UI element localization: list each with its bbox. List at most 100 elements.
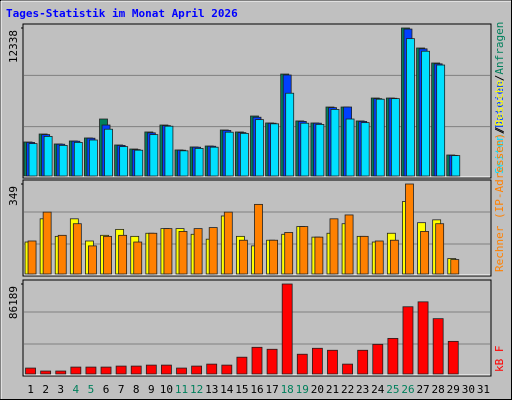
bar — [115, 365, 127, 375]
y-tick-label: 12338 — [7, 30, 20, 63]
bar — [315, 124, 325, 177]
bar — [372, 343, 384, 375]
x-tick-label: 18 — [281, 383, 294, 396]
bar — [270, 123, 279, 177]
bar — [89, 139, 98, 177]
bar — [145, 364, 157, 375]
bar — [451, 155, 461, 177]
x-tick-label: 31 — [477, 383, 490, 396]
x-tick-label: 7 — [118, 383, 125, 396]
legend-separator: / — [493, 126, 506, 133]
bar — [344, 214, 354, 275]
bar — [118, 234, 128, 275]
bar — [420, 231, 429, 275]
bar — [193, 228, 203, 275]
x-tick-label: 10 — [160, 383, 173, 396]
x-tick-label: 27 — [416, 383, 429, 396]
x-tick-label: 24 — [371, 383, 385, 396]
bar — [148, 232, 158, 275]
bar — [178, 231, 188, 275]
x-tick-label: 11 — [175, 383, 188, 396]
bar — [224, 131, 234, 177]
x-tick-label: 6 — [103, 383, 110, 396]
bar — [330, 109, 340, 177]
bar — [402, 306, 414, 375]
bar — [133, 241, 143, 275]
bar — [421, 50, 430, 177]
bar — [406, 38, 415, 177]
bar — [314, 236, 324, 275]
bar — [447, 340, 459, 375]
bar — [345, 118, 355, 177]
bar — [255, 119, 264, 177]
bar — [100, 366, 112, 375]
legend-entry: Seiten — [493, 134, 506, 174]
bar — [432, 318, 444, 375]
bar — [405, 183, 414, 275]
bar — [240, 133, 249, 177]
x-tick-label: 13 — [205, 383, 218, 396]
bar — [311, 347, 323, 375]
legend: kB F — [493, 346, 506, 373]
bar — [164, 125, 174, 177]
x-tick-label: 14 — [220, 383, 234, 396]
bar — [191, 365, 203, 375]
bar — [73, 142, 83, 177]
bar — [389, 239, 399, 275]
legend-entry: Anfragen — [493, 22, 506, 75]
x-tick-label: 4 — [73, 383, 80, 396]
x-tick-label: 30 — [462, 383, 475, 396]
bar — [374, 240, 384, 275]
bar — [435, 223, 445, 275]
bar — [43, 136, 53, 177]
bar — [25, 367, 36, 375]
bar — [359, 235, 369, 275]
bar — [285, 92, 295, 177]
bar — [357, 349, 369, 375]
bar — [88, 245, 97, 275]
bar — [387, 337, 399, 375]
bar — [221, 364, 233, 375]
x-tick-label: 16 — [250, 383, 263, 396]
bar — [55, 370, 67, 375]
bar — [130, 365, 142, 375]
x-tick-label: 2 — [42, 383, 49, 396]
bar — [342, 363, 353, 375]
bar — [42, 211, 52, 275]
bar — [450, 259, 460, 275]
y-tick-label: 349 — [7, 186, 20, 206]
chart-title: Tages-Statistik im Monat April 2026 — [6, 7, 238, 20]
x-tick-label: 19 — [296, 383, 309, 396]
x-tick-label: 26 — [401, 383, 414, 396]
bar — [176, 367, 187, 375]
legend: Seiten/Dateien/Anfragen — [493, 22, 506, 174]
bar — [239, 239, 248, 275]
bar — [119, 146, 129, 177]
x-tick-label: 20 — [311, 383, 324, 396]
bar — [281, 283, 293, 375]
bar — [57, 234, 67, 275]
bar — [254, 203, 263, 275]
bar — [40, 370, 52, 375]
legend-entry: kB F — [493, 346, 506, 373]
bar — [149, 134, 159, 177]
x-tick-label: 5 — [88, 383, 95, 396]
bar — [284, 232, 294, 275]
bar — [58, 145, 68, 177]
bar — [390, 98, 400, 177]
bar — [251, 346, 263, 375]
x-tick-label: 9 — [148, 383, 155, 396]
x-tick-label: 21 — [326, 383, 339, 396]
bar — [329, 218, 339, 275]
legend-entry: Dateien — [493, 81, 506, 127]
bar — [269, 239, 278, 275]
legend-entry: Rechner (IP-Adressen) — [493, 133, 506, 272]
bar — [436, 64, 446, 177]
bar — [163, 228, 173, 275]
legend-entry: Besuche — [493, 80, 506, 126]
y-tick-label: 86189 — [7, 286, 20, 319]
bar — [417, 301, 429, 375]
bar — [300, 122, 310, 177]
bar — [206, 363, 218, 375]
